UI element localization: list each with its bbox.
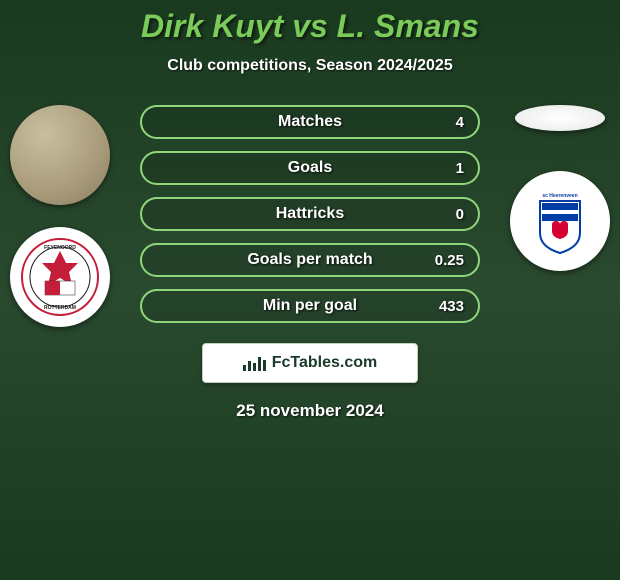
- player-left-column: FEYENOORD ROTTERDAM: [10, 105, 110, 327]
- stat-value-right: 4: [456, 114, 464, 131]
- stat-label: Matches: [278, 113, 342, 131]
- stat-label: Hattricks: [276, 205, 344, 223]
- stat-label: Goals: [288, 159, 332, 177]
- stat-bar-hattricks: Hattricks 0: [140, 197, 480, 231]
- heerenveen-logo-icon: sc Heerenveen: [520, 181, 600, 261]
- date-text: 25 november 2024: [0, 401, 620, 421]
- comparison-title: Dirk Kuyt vs L. Smans: [0, 0, 620, 45]
- content-area: FEYENOORD ROTTERDAM Matches 4 Goals 1 Ha…: [0, 105, 620, 323]
- chart-icon: [243, 355, 266, 371]
- stats-container: Matches 4 Goals 1 Hattricks 0 Goals per …: [140, 105, 480, 323]
- stat-bar-min-per-goal: Min per goal 433: [140, 289, 480, 323]
- stat-bar-goals-per-match: Goals per match 0.25: [140, 243, 480, 277]
- stat-label: Goals per match: [247, 251, 372, 269]
- stat-label: Min per goal: [263, 297, 357, 315]
- player-right-column: sc Heerenveen: [510, 105, 610, 271]
- svg-text:FEYENOORD: FEYENOORD: [44, 245, 76, 251]
- brand-badge[interactable]: FcTables.com: [202, 343, 418, 383]
- club-badge-right: sc Heerenveen: [510, 171, 610, 271]
- stat-bar-goals: Goals 1: [140, 151, 480, 185]
- brand-text: FcTables.com: [272, 354, 378, 372]
- stat-bar-matches: Matches 4: [140, 105, 480, 139]
- player-left-photo: [10, 105, 110, 205]
- player-right-photo: [515, 105, 605, 131]
- stat-value-right: 1: [456, 160, 464, 177]
- stat-value-right: 0.25: [435, 252, 464, 269]
- stat-value-right: 0: [456, 206, 464, 223]
- season-subtitle: Club competitions, Season 2024/2025: [0, 57, 620, 75]
- svg-text:sc Heerenveen: sc Heerenveen: [542, 193, 577, 199]
- feyenoord-logo-icon: FEYENOORD ROTTERDAM: [20, 237, 100, 317]
- club-badge-left: FEYENOORD ROTTERDAM: [10, 227, 110, 327]
- svg-text:ROTTERDAM: ROTTERDAM: [44, 305, 76, 311]
- stat-value-right: 433: [439, 298, 464, 315]
